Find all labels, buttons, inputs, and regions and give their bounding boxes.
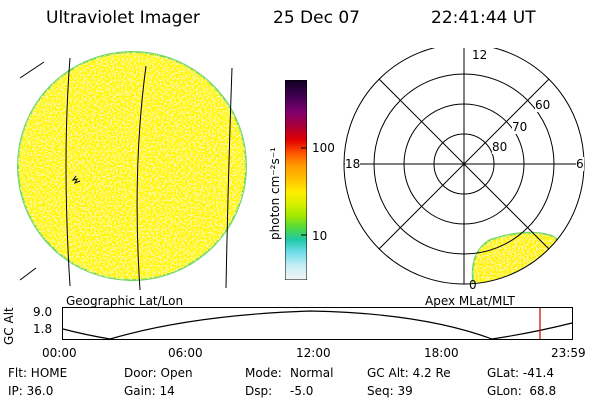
- colorbar-gradient: [284, 79, 308, 281]
- status-seq: Seq: 39: [367, 384, 413, 398]
- right-panel-caption: Apex MLat/MLT: [425, 294, 515, 308]
- arc-line: [19, 267, 37, 281]
- coastline: [71, 175, 81, 184]
- mlat-label-60: 60: [535, 98, 551, 112]
- mlt-label-6: 6: [576, 157, 584, 171]
- colorbar-tick-10: 10: [312, 229, 328, 243]
- colorbar: [284, 79, 308, 281]
- time-label: 22:41:44 UT: [431, 8, 536, 28]
- mlt-label-18: 18: [345, 157, 361, 171]
- altitude-tick-low: 1.8: [33, 322, 53, 336]
- mlt-label-12: 12: [472, 48, 488, 62]
- aurora-speckle: [472, 232, 562, 284]
- longitude-line: [136, 65, 147, 291]
- status-dsp-label: Dsp:: [245, 384, 273, 398]
- colorbar-tick-100: 100: [312, 141, 335, 155]
- time-tick-0000: 00:00: [42, 346, 77, 360]
- geographic-image-panel: [17, 51, 247, 291]
- speckle-overlay: [18, 52, 246, 280]
- altitude-axis-label: GC Alt: [2, 307, 16, 345]
- longitude-line: [225, 67, 233, 289]
- instrument-title: Ultraviolet Imager: [46, 8, 200, 28]
- altitude-tick-high: 9.0: [33, 305, 53, 319]
- date-label: 25 Dec 07: [273, 8, 360, 28]
- time-tick-0600: 06:00: [168, 346, 203, 360]
- arc-line: [19, 61, 45, 79]
- time-tick-1800: 18:00: [424, 346, 459, 360]
- status-flt: Flt: HOME: [8, 366, 68, 380]
- status-mode-label: Mode:: [245, 366, 282, 380]
- longitude-line: [65, 57, 71, 287]
- status-gc-alt: GC Alt: 4.2 Re: [367, 366, 451, 380]
- colorbar-unit-label: photon cm⁻²s⁻¹: [268, 147, 282, 240]
- mlt-diagonal: [378, 78, 550, 250]
- mlat-label-70: 70: [512, 120, 528, 134]
- status-dsp-value: -5.0: [290, 384, 314, 398]
- status-ip: IP: 36.0: [8, 384, 54, 398]
- altitude-plot: [62, 307, 573, 340]
- status-gain: Gain: 14: [124, 384, 175, 398]
- mlat-label-80: 80: [492, 140, 508, 154]
- status-glat: GLat: -41.4: [487, 366, 554, 380]
- status-door: Door: Open: [124, 366, 193, 380]
- time-tick-2359: 23:59: [551, 346, 586, 360]
- status-mode-value: Normal: [290, 366, 334, 380]
- status-glon: GLon: 68.8: [487, 384, 557, 398]
- altitude-curve: [62, 310, 573, 340]
- mlt-label-0: 0: [469, 278, 477, 292]
- left-panel-caption: Geographic Lat/Lon: [66, 294, 184, 308]
- polar-plot: [343, 48, 585, 285]
- time-tick-1200: 12:00: [296, 346, 331, 360]
